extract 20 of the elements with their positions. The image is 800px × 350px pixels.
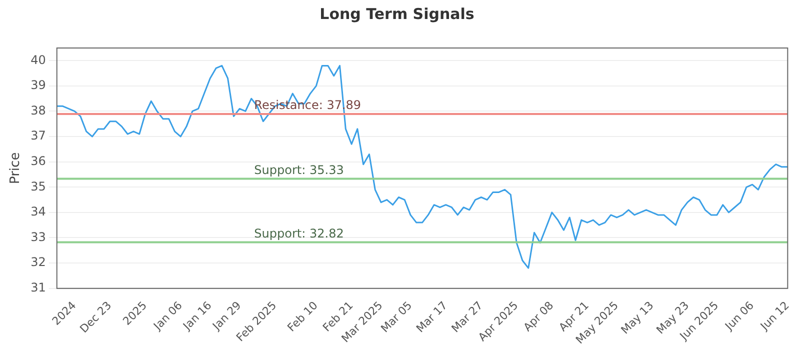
y-tick-label: 33 xyxy=(30,230,46,244)
x-tick-label: Dec 23 xyxy=(77,298,114,336)
y-tick-label: 31 xyxy=(30,280,46,294)
chart-title: Long Term Signals xyxy=(320,4,474,23)
y-tick-label: 37 xyxy=(30,128,46,143)
x-tick-label: Apr 08 xyxy=(521,298,556,334)
ref-line-label: Support: 32.82 xyxy=(254,226,344,240)
y-tick-label: 36 xyxy=(30,154,46,168)
y-axis-title: Price xyxy=(8,152,24,184)
x-tick-label: Mar 17 xyxy=(414,298,450,336)
y-tick-label: 39 xyxy=(30,78,46,92)
y-tick-label: 35 xyxy=(30,179,46,194)
y-tick-label: 40 xyxy=(30,52,46,67)
y-tick-label: 32 xyxy=(30,255,46,270)
y-tick-label: 34 xyxy=(30,204,46,219)
x-tick-label: Jun 06 xyxy=(722,298,756,334)
y-tick-label: 38 xyxy=(30,103,46,118)
x-tick-label: Jun 12 xyxy=(757,298,792,334)
x-tick-label: Feb 10 xyxy=(284,298,320,334)
ref-line-label: Support: 35.33 xyxy=(254,162,344,177)
